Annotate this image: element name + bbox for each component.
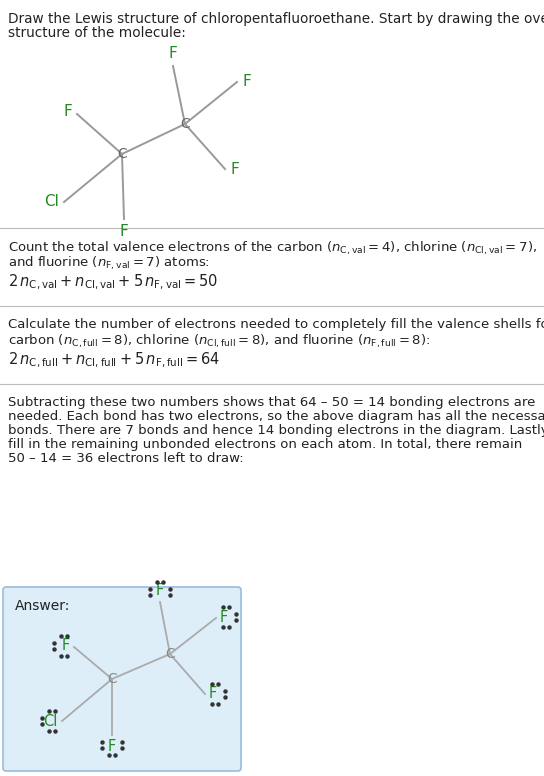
Text: Cl: Cl — [44, 713, 58, 729]
Text: F: F — [120, 224, 128, 239]
Text: F: F — [169, 46, 177, 61]
Text: Count the total valence electrons of the carbon ($n_{\mathrm{C,val}} = 4$), chlo: Count the total valence electrons of the… — [8, 240, 537, 258]
Text: Draw the Lewis structure of chloropentafluoroethane. Start by drawing the overal: Draw the Lewis structure of chloropentaf… — [8, 12, 544, 26]
Text: F: F — [209, 687, 217, 702]
Text: C: C — [117, 147, 127, 161]
Text: 50 – 14 = 36 electrons left to draw:: 50 – 14 = 36 electrons left to draw: — [8, 452, 244, 465]
Text: F: F — [62, 639, 70, 653]
Text: carbon ($n_{\mathrm{C,full}} = 8$), chlorine ($n_{\mathrm{Cl,full}} = 8$), and f: carbon ($n_{\mathrm{C,full}} = 8$), chlo… — [8, 333, 430, 351]
Text: $2\,n_{\mathrm{C,full}} + n_{\mathrm{Cl,full}} + 5\,n_{\mathrm{F,full}} = 64$: $2\,n_{\mathrm{C,full}} + n_{\mathrm{Cl,… — [8, 351, 220, 370]
Text: F: F — [108, 739, 116, 754]
Text: $2\,n_{\mathrm{C,val}} + n_{\mathrm{Cl,val}} + 5\,n_{\mathrm{F,val}} = 50$: $2\,n_{\mathrm{C,val}} + n_{\mathrm{Cl,v… — [8, 273, 218, 293]
Text: Answer:: Answer: — [15, 599, 70, 613]
Text: C: C — [107, 672, 117, 686]
Text: needed. Each bond has two electrons, so the above diagram has all the necessary: needed. Each bond has two electrons, so … — [8, 410, 544, 423]
FancyBboxPatch shape — [3, 587, 241, 771]
Text: fill in the remaining unbonded electrons on each atom. In total, there remain: fill in the remaining unbonded electrons… — [8, 438, 522, 451]
Text: F: F — [63, 105, 72, 120]
Text: Cl: Cl — [44, 195, 59, 210]
Text: Subtracting these two numbers shows that 64 – 50 = 14 bonding electrons are: Subtracting these two numbers shows that… — [8, 396, 535, 409]
Text: C: C — [180, 117, 190, 131]
Text: structure of the molecule:: structure of the molecule: — [8, 26, 186, 40]
Text: and fluorine ($n_{\mathrm{F,val}} = 7$) atoms:: and fluorine ($n_{\mathrm{F,val}} = 7$) … — [8, 255, 210, 272]
Text: F: F — [242, 74, 251, 88]
Text: C: C — [165, 647, 175, 661]
Text: F: F — [220, 609, 228, 625]
Text: F: F — [230, 161, 239, 176]
Text: Calculate the number of electrons needed to completely fill the valence shells f: Calculate the number of electrons needed… — [8, 318, 544, 331]
Text: F: F — [156, 583, 164, 598]
Text: bonds. There are 7 bonds and hence 14 bonding electrons in the diagram. Lastly,: bonds. There are 7 bonds and hence 14 bo… — [8, 424, 544, 437]
